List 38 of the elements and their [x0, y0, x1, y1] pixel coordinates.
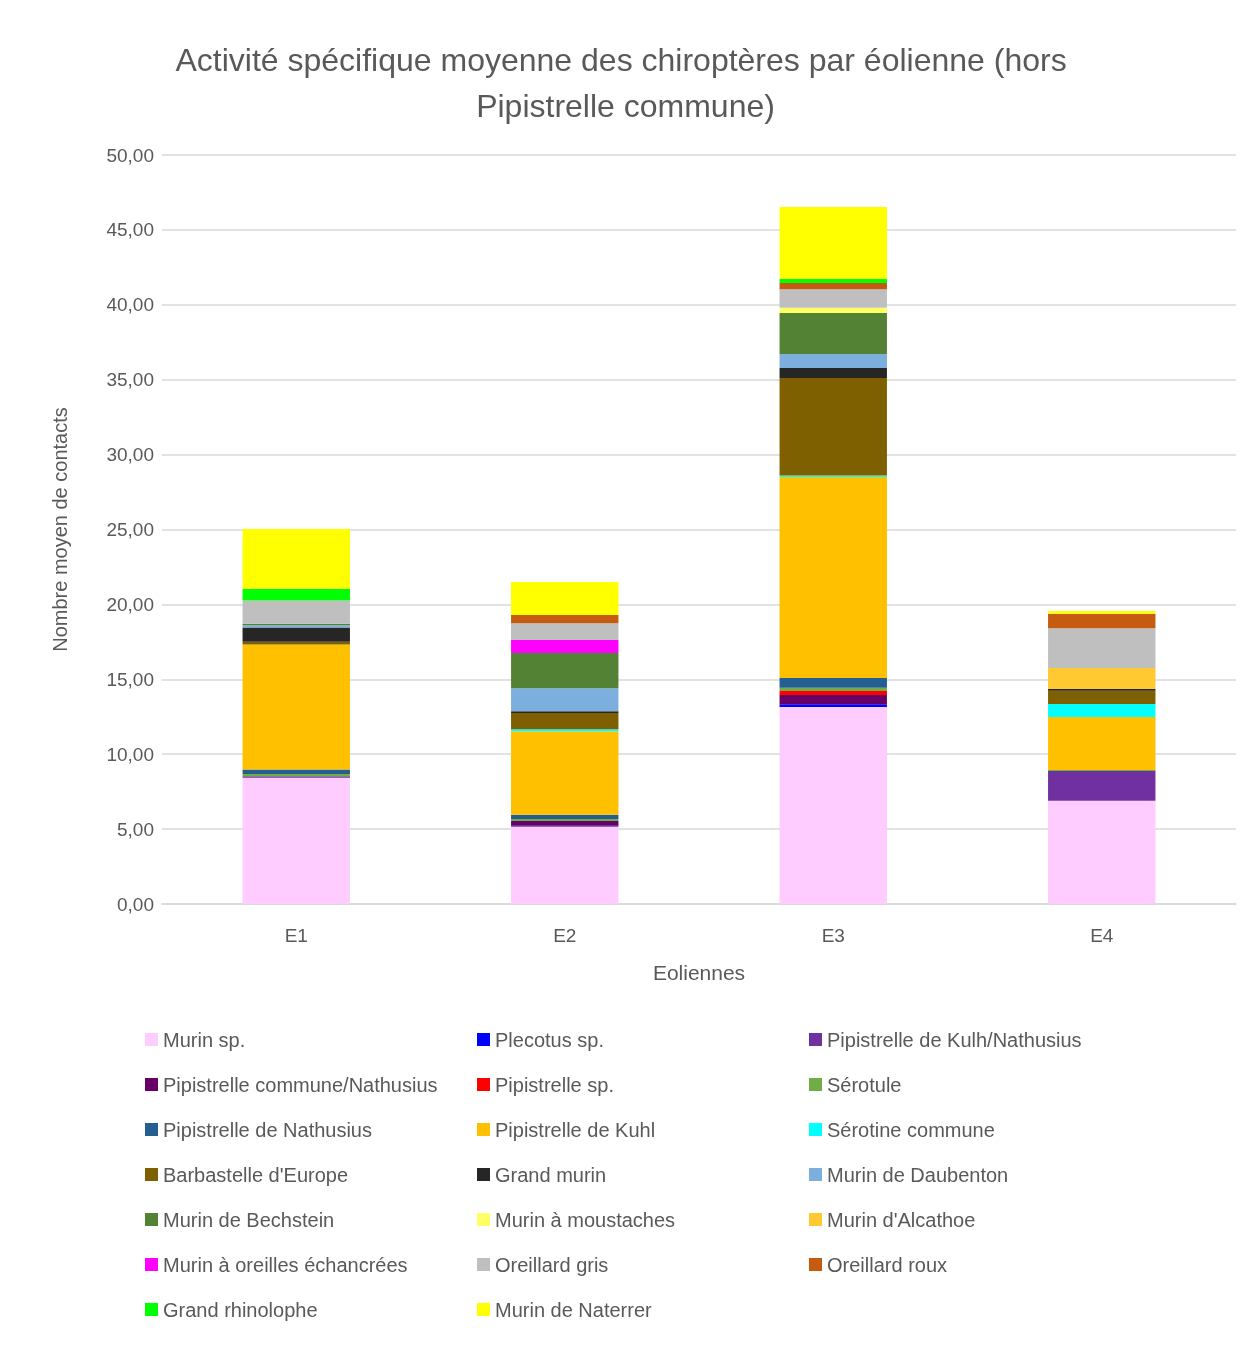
legend-label: Barbastelle d'Europe [163, 1163, 349, 1186]
y-axis-title: Nombre moyen de contacts [49, 407, 71, 652]
legend-label: Murin de Bechstein [163, 1208, 335, 1231]
y-tick-label: 10,00 [106, 743, 154, 765]
y-tick-label: 30,00 [106, 444, 154, 466]
legend-label: Sérotine commune [827, 1118, 995, 1141]
legend-label: Sérotule [827, 1073, 902, 1096]
y-tick-label: 0,00 [117, 893, 154, 915]
legend-label: Pipistrelle de Kuhl [495, 1118, 656, 1141]
legend-label: Grand murin [495, 1163, 607, 1186]
x-tick-label: E2 [553, 925, 577, 946]
legend-label: Pipistrelle de Nathusius [163, 1118, 372, 1141]
legend-label: Pipistrelle de Kulh/Nathusius [827, 1028, 1082, 1051]
legend-label: Pipistrelle sp. [495, 1073, 614, 1096]
y-tick-label: 25,00 [106, 519, 154, 540]
y-tick-label: 20,00 [106, 593, 154, 615]
y-tick-label: 35,00 [106, 369, 154, 391]
y-tick-label: 15,00 [106, 668, 154, 690]
legend-label: Oreillard gris [495, 1253, 609, 1276]
y-tick-label: 40,00 [106, 294, 154, 316]
legend-label: Grand rhinolophe [163, 1298, 318, 1321]
legend-label: Pipistrelle commune/Nathusius [163, 1073, 438, 1096]
x-tick-label: E1 [284, 925, 308, 946]
y-tick-label: 5,00 [117, 818, 154, 840]
y-tick-label: 45,00 [106, 219, 154, 241]
legend-label: Murin de Daubenton [827, 1163, 1009, 1186]
chart-title: Activité spécifique moyenne des chiroptères par éolienne (hors Pipistrelle commune) [175, 42, 1076, 124]
legend-label: Murin à moustaches [495, 1208, 676, 1231]
legend-label: Murin à oreilles échancrées [163, 1253, 408, 1276]
y-tick-label: 50,00 [106, 144, 154, 166]
x-axis-title: Eoliennes [652, 961, 746, 984]
x-tick-label: E3 [821, 925, 845, 946]
legend-label: Murin d'Alcathoe [827, 1208, 976, 1231]
legend-label: Murin sp. [163, 1028, 246, 1051]
legend-label: Murin de Naterrer [495, 1298, 653, 1321]
legend-label: Plecotus sp. [495, 1028, 604, 1051]
x-tick-label: E4 [1090, 925, 1114, 946]
legend-label: Oreillard roux [827, 1253, 948, 1276]
